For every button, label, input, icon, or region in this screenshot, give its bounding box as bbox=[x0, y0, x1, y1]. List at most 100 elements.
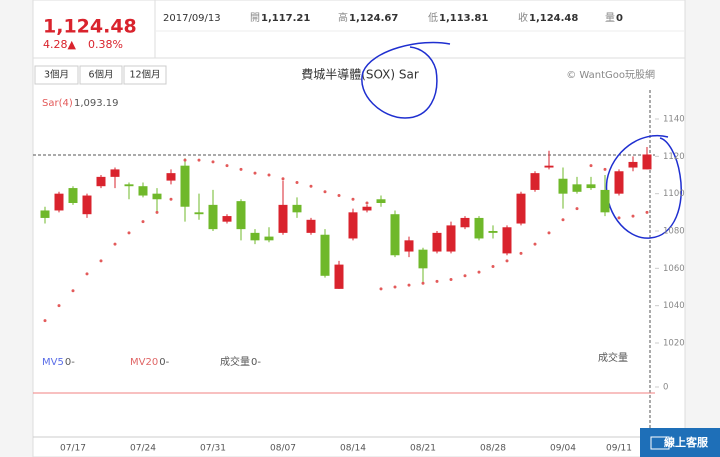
sar-value: 1,093.19 bbox=[74, 98, 119, 109]
sar-dot bbox=[253, 171, 257, 175]
price: 1,124.48 bbox=[43, 16, 137, 38]
candle-body bbox=[222, 216, 232, 222]
y-tick-label: 1040 bbox=[663, 301, 685, 311]
candle-body bbox=[236, 201, 246, 230]
sar-dot bbox=[211, 160, 215, 164]
help-button-label[interactable]: 線上客服 bbox=[664, 435, 709, 449]
sar-dot bbox=[155, 210, 159, 214]
candle-body bbox=[474, 217, 484, 239]
sar-dot bbox=[197, 158, 201, 162]
candle-body bbox=[572, 184, 582, 192]
candle-body bbox=[488, 231, 498, 233]
sar-dot bbox=[533, 242, 537, 246]
x-tick-label: 08/07 bbox=[270, 444, 296, 454]
candle-body bbox=[264, 236, 274, 241]
range-tab[interactable] bbox=[34, 65, 79, 85]
sar-dot bbox=[309, 184, 313, 188]
candle-body bbox=[516, 193, 526, 224]
range-tab[interactable] bbox=[79, 65, 123, 85]
sar-dot bbox=[421, 281, 425, 285]
sar-dot bbox=[463, 274, 467, 278]
x-tick-label: 08/14 bbox=[340, 444, 366, 454]
sar-dot bbox=[645, 210, 649, 214]
candle-body bbox=[460, 217, 470, 228]
y-tick-label: 1020 bbox=[663, 339, 685, 349]
candle-body bbox=[68, 188, 78, 203]
range-tab[interactable] bbox=[123, 65, 167, 85]
sar-dot bbox=[169, 197, 173, 201]
candle-body bbox=[390, 214, 400, 256]
candle-body bbox=[306, 219, 316, 233]
volume-label: 成交量 bbox=[598, 351, 628, 364]
volume-tick-label: 0 bbox=[663, 383, 668, 393]
sar-dot bbox=[239, 167, 243, 171]
candle-body bbox=[152, 193, 162, 200]
sar-dot bbox=[617, 216, 621, 220]
range-tab-label[interactable]: 12個月 bbox=[129, 69, 160, 81]
candle-body bbox=[96, 176, 106, 187]
sar-dot bbox=[337, 194, 341, 198]
field-label: 高 bbox=[338, 11, 348, 24]
candle-body bbox=[292, 204, 302, 213]
sar-dot bbox=[589, 164, 593, 168]
help-button[interactable] bbox=[640, 428, 720, 457]
candle-body bbox=[110, 169, 120, 177]
candle-body bbox=[194, 212, 204, 215]
candle-body bbox=[502, 227, 512, 254]
x-tick-label: 07/24 bbox=[130, 444, 156, 454]
sar-dot bbox=[575, 207, 579, 211]
x-tick-label: 08/28 bbox=[480, 444, 506, 454]
candle-body bbox=[334, 264, 344, 289]
sar-dot bbox=[57, 304, 61, 308]
sar-dot bbox=[113, 242, 117, 246]
sar-dot bbox=[407, 283, 411, 287]
field-value: 1,117.21 bbox=[261, 13, 310, 24]
sar-dot bbox=[71, 289, 75, 293]
candle-body bbox=[530, 173, 540, 190]
quote-date: 2017/09/13 bbox=[163, 13, 221, 24]
y-tick-label: 1080 bbox=[663, 227, 685, 237]
x-tick-label: 07/17 bbox=[60, 444, 86, 454]
sar-dot bbox=[435, 279, 439, 283]
sar-dot bbox=[519, 251, 523, 255]
candle-body bbox=[348, 212, 358, 239]
indicator-name: MV20 bbox=[130, 357, 158, 368]
field-label: 收 bbox=[518, 11, 528, 24]
price-change: 4.28▲ bbox=[43, 38, 76, 51]
indicator-value: 0- bbox=[251, 357, 261, 368]
chart-title: 費城半導體(SOX) Sar bbox=[301, 67, 419, 82]
field-value: 1,124.48 bbox=[529, 13, 578, 24]
y-tick-label: 1100 bbox=[663, 189, 685, 199]
sar-dot bbox=[281, 177, 285, 181]
range-tab-label[interactable]: 6個月 bbox=[88, 69, 113, 81]
sar-dot bbox=[505, 259, 509, 263]
candle-body bbox=[404, 240, 414, 252]
candle-body bbox=[82, 195, 92, 215]
candle-body bbox=[418, 249, 428, 269]
candle-body bbox=[320, 234, 330, 276]
range-tab-label[interactable]: 3個月 bbox=[44, 69, 69, 81]
candle-body bbox=[54, 193, 64, 211]
candle-body bbox=[250, 232, 260, 241]
sar-dot bbox=[547, 231, 551, 235]
x-tick-label: 07/31 bbox=[200, 444, 226, 454]
help-icon bbox=[650, 436, 670, 450]
indicator-name: MV5 bbox=[42, 357, 64, 368]
sar-dot bbox=[561, 218, 565, 222]
y-tick-label: 1060 bbox=[663, 264, 685, 274]
sar-dot bbox=[127, 231, 131, 235]
candle-body bbox=[362, 206, 372, 211]
candle-body bbox=[432, 232, 442, 252]
candle-body bbox=[642, 154, 652, 170]
x-tick-label: 09/11 bbox=[606, 444, 632, 454]
candle-body bbox=[600, 189, 610, 213]
sar-dot bbox=[99, 259, 103, 263]
field-value: 1,124.67 bbox=[349, 13, 398, 24]
field-label: 開 bbox=[250, 12, 260, 24]
annotation-circle bbox=[361, 41, 451, 119]
sar-dot bbox=[477, 270, 481, 274]
sar-dot bbox=[295, 180, 299, 184]
indicator-name: 成交量 bbox=[220, 355, 250, 368]
sar-dot bbox=[323, 190, 327, 194]
y-tick-label: 1120 bbox=[663, 152, 685, 162]
